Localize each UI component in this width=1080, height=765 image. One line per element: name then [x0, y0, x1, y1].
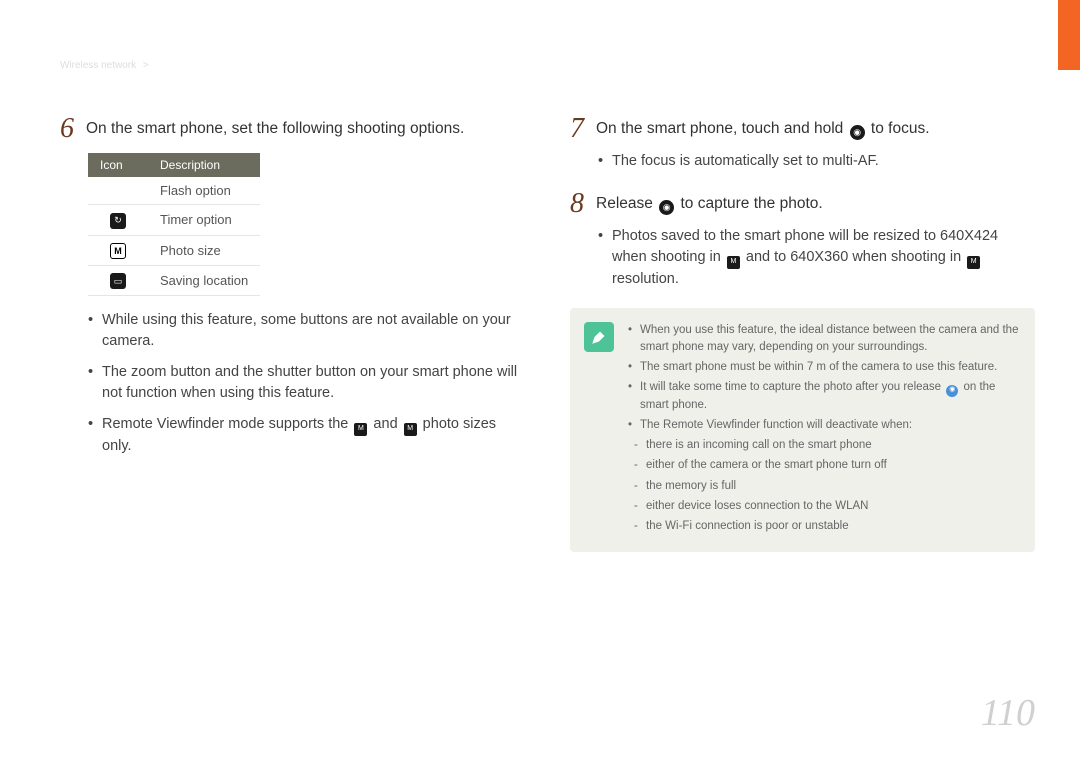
list-item: The Remote Viewfinder function will deac… [628, 417, 1019, 434]
photo-size-icon: M [110, 243, 126, 259]
breadcrumb: Wireless network > [60, 60, 1035, 71]
list-item: the memory is full [634, 478, 1019, 495]
chevron-right-icon: > [140, 60, 149, 71]
list-item: The smart phone must be within 7 m of th… [628, 359, 1019, 376]
table-cell: Flash option [148, 177, 260, 205]
table-cell: Saving location [148, 265, 260, 296]
blue-shutter-icon: ◉ [946, 385, 958, 397]
section-tab [1058, 0, 1080, 70]
table-row: M Photo size [88, 235, 260, 265]
table-cell: Photo size [148, 235, 260, 265]
list-item: The zoom button and the shutter button o… [88, 362, 525, 404]
photo-size-2-icon: M [404, 423, 417, 436]
manual-page: Wireless network > 6 On the smart phone,… [0, 0, 1080, 765]
left-column: 6 On the smart phone, set the following … [60, 115, 525, 552]
note-sublist: there is an incoming call on the smart p… [634, 437, 1019, 535]
step-text: Release ◉ to capture the photo. [596, 190, 823, 215]
photo-size-icon: M [727, 256, 740, 269]
list-item: there is an incoming call on the smart p… [634, 437, 1019, 454]
list-item: either of the camera or the smart phone … [634, 457, 1019, 474]
right-column: 7 On the smart phone, touch and hold ◉ t… [570, 115, 1035, 552]
pen-note-icon [584, 322, 614, 352]
timer-icon: ↻ [110, 213, 126, 229]
shutter-icon: ◉ [850, 125, 865, 140]
content-columns: 6 On the smart phone, set the following … [60, 115, 1035, 552]
step-7: 7 On the smart phone, touch and hold ◉ t… [570, 115, 1035, 143]
list-item: the Wi-Fi connection is poor or unstable [634, 518, 1019, 535]
left-bullets: While using this feature, some buttons a… [88, 310, 525, 457]
table-row: ▭ Saving location [88, 265, 260, 296]
col-description: Description [148, 153, 260, 177]
page-number: 110 [981, 691, 1035, 735]
note-content: When you use this feature, the ideal dis… [628, 322, 1019, 539]
list-item: Photos saved to the smart phone will be … [598, 226, 1035, 290]
table-row: Flash option [88, 177, 260, 205]
list-item: It will take some time to capture the ph… [628, 379, 1019, 414]
step-6: 6 On the smart phone, set the following … [60, 115, 525, 143]
step-number: 6 [60, 115, 86, 143]
note-box: When you use this feature, the ideal dis… [570, 308, 1035, 553]
step8-bullets: Photos saved to the smart phone will be … [598, 226, 1035, 290]
step-text: On the smart phone, set the following sh… [86, 115, 464, 140]
step-8: 8 Release ◉ to capture the photo. [570, 190, 1035, 218]
list-item: either device loses connection to the WL… [634, 498, 1019, 515]
col-icon: Icon [88, 153, 148, 177]
photo-size-icon: M [354, 423, 367, 436]
photo-size-2-icon: M [967, 256, 980, 269]
step7-bullets: The focus is automatically set to multi-… [598, 151, 1035, 172]
table-header-row: Icon Description [88, 153, 260, 177]
breadcrumb-text: Wireless network [60, 60, 136, 71]
step-number: 8 [570, 190, 596, 218]
list-item: While using this feature, some buttons a… [88, 310, 525, 352]
table-cell: Timer option [148, 205, 260, 236]
saving-location-icon: ▭ [110, 273, 126, 289]
list-item: The focus is automatically set to multi-… [598, 151, 1035, 172]
note-list: When you use this feature, the ideal dis… [628, 322, 1019, 435]
list-item: When you use this feature, the ideal dis… [628, 322, 1019, 357]
shooting-options-table: Icon Description Flash option ↻ Timer op… [88, 153, 260, 296]
step-text: On the smart phone, touch and hold ◉ to … [596, 115, 930, 140]
list-item: Remote Viewfinder mode supports the M an… [88, 414, 525, 457]
shutter-icon: ◉ [659, 200, 674, 215]
table-row: ↻ Timer option [88, 205, 260, 236]
step-number: 7 [570, 115, 596, 143]
